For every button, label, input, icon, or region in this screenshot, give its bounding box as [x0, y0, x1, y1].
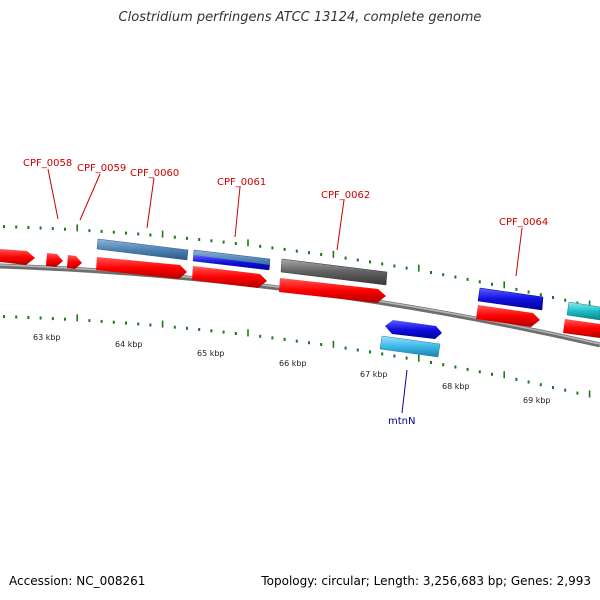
- cds-arrow: [96, 257, 187, 279]
- gene-label: CPF_0059: [77, 163, 126, 174]
- gene-label: CPF_0060: [130, 168, 179, 179]
- scale-label: 68 kbp: [442, 382, 470, 391]
- cds-arrow: [0, 249, 35, 265]
- gene-label: CPF_0064: [499, 217, 548, 228]
- tick-marks-outer: [3, 224, 591, 308]
- accession-text: Accession: NC_008261: [9, 574, 146, 588]
- gene-label: CPF_0061: [217, 177, 266, 188]
- cds-track: [0, 249, 600, 338]
- gene-feature: [477, 287, 544, 311]
- gene-feature: [379, 335, 441, 358]
- gene-feature: [280, 258, 388, 286]
- gene-label: CPF_0062: [321, 190, 370, 201]
- tick-marks-inner: [3, 314, 591, 398]
- gene-feature: [193, 255, 270, 270]
- gene-feature: [385, 320, 442, 339]
- scale-labels: 63 kbp 64 kbp 65 kbp 66 kbp 67 kbp 68 kb…: [33, 333, 551, 405]
- scale-label: 69 kbp: [523, 396, 551, 405]
- map-title: Clostridium perfringens ATCC 13124, comp…: [118, 10, 482, 25]
- cds-arrow: [192, 266, 267, 288]
- scale-label: 64 kbp: [115, 340, 143, 349]
- scale-label: 67 kbp: [360, 370, 388, 379]
- cds-arrow: [279, 278, 386, 303]
- gene-labels: CPF_0058 CPF_0059 CPF_0060 CPF_0061 CPF_…: [23, 158, 548, 427]
- gene-track-inner: [379, 320, 442, 358]
- genome-summary: Topology: circular; Length: 3,256,683 bp…: [261, 574, 591, 588]
- scale-label: 66 kbp: [279, 359, 307, 368]
- cds-arrow: [67, 255, 82, 269]
- gene-feature: [96, 238, 189, 261]
- gene-feature: [566, 301, 600, 321]
- gene-label: CPF_0058: [23, 158, 72, 169]
- scale-label: 63 kbp: [33, 333, 61, 342]
- scale-label: 65 kbp: [197, 349, 225, 358]
- gene-label: mtnN: [388, 416, 415, 427]
- cds-arrow: [46, 253, 63, 267]
- cds-arrow: [476, 305, 540, 327]
- gene-track-outer: [96, 238, 600, 321]
- gene-label-lines: [47, 168, 523, 414]
- cds-arrow: [563, 319, 600, 338]
